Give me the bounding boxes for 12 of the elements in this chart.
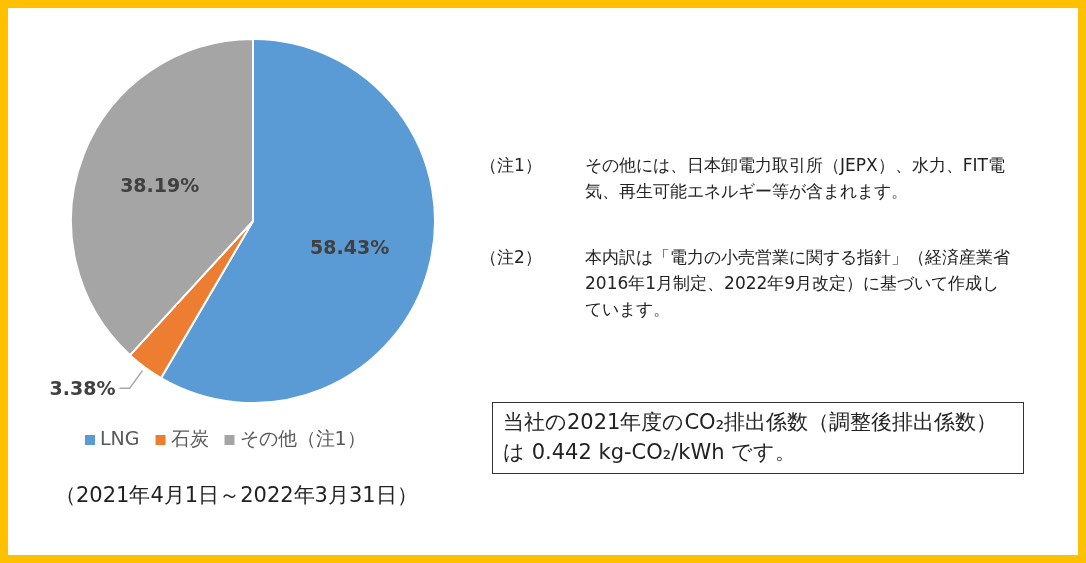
data-label: 58.43% bbox=[310, 236, 390, 259]
text: （2021年4月1日～2022年3月31日） bbox=[55, 482, 418, 509]
text: 本内訳は「電力の小売営業に関する指針」（経済産業省 2016年1月制定、2022年9月改定）に基づいて作成しています。 bbox=[585, 246, 1010, 321]
data-label: 3.38% bbox=[49, 377, 116, 400]
legend-label: その他（注1） bbox=[239, 427, 366, 449]
text: （注2） bbox=[480, 246, 542, 269]
legend-label: 石炭 bbox=[170, 427, 209, 449]
text: （注1） bbox=[480, 154, 542, 177]
text: その他には、日本卸電力取引所（JEPX）、水力、FIT電気、再生可能エネルギー等が含まれます。 bbox=[585, 154, 1006, 203]
legend-label: LNG bbox=[100, 427, 140, 449]
text: 当社の2021年度のCO₂排出係数（調整後排出係数）は 0.442 kg-CO₂/kWh です。 bbox=[492, 402, 1024, 474]
data-label: 38.19% bbox=[120, 173, 200, 196]
